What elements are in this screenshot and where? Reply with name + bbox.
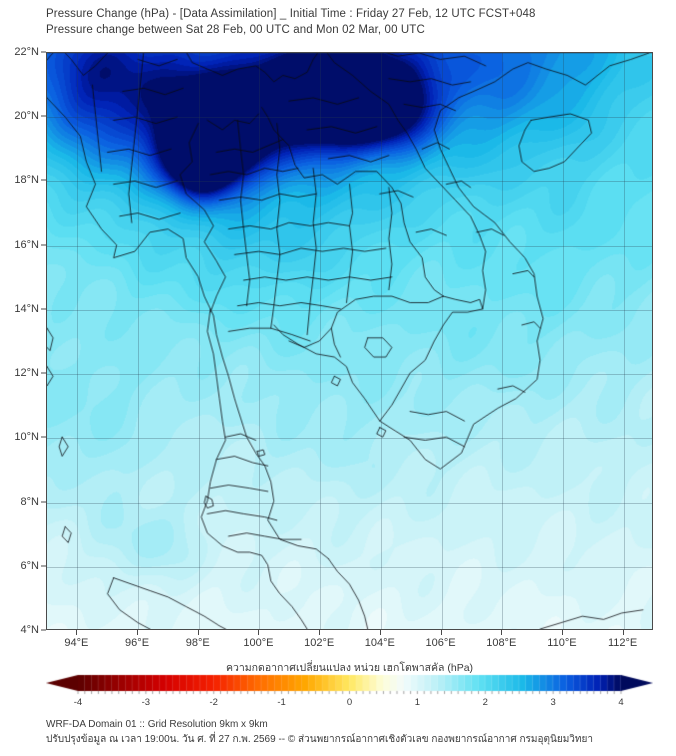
pressure-change-heatmap [47, 53, 652, 629]
longitude-tick-label: 96°E [125, 637, 150, 649]
latitude-tick-mark [41, 244, 46, 246]
latitude-tick-mark [41, 565, 46, 567]
longitude-tick-mark [258, 630, 260, 635]
latitude-tick-label: 18°N [14, 174, 39, 187]
footer-block: WRF-DA Domain 01 :: Grid Resolution 9km … [46, 717, 666, 747]
longitude-tick-label: 110°E [547, 637, 577, 649]
latitude-tick-mark [41, 436, 46, 438]
latitude-tick-mark [41, 308, 46, 310]
longitude-tick-mark [501, 630, 503, 635]
page-subtitle: Pressure change between Sat 28 Feb, 00 U… [46, 24, 425, 36]
map-plot-area [46, 52, 653, 630]
latitude-tick-label: 22°N [14, 46, 39, 58]
page-title: Pressure Change (hPa) - [Data Assimilati… [46, 8, 536, 20]
latitude-tick-label: 14°N [14, 302, 39, 315]
latitude-tick-label: 12°N [14, 367, 39, 380]
colorbar-tick-label: 1 [414, 697, 421, 708]
colorbar-tick-label: -1 [277, 697, 286, 708]
longitude-tick-label: 108°E [486, 637, 517, 649]
longitude-tick-mark [197, 630, 199, 635]
latitude-tick-mark [41, 372, 46, 374]
colorbar-tick-label: -4 [73, 697, 83, 708]
colorbar-tick-label: 2 [482, 697, 488, 708]
longitude-tick-mark [76, 630, 78, 635]
longitude-tick-label: 100°E [243, 637, 274, 649]
colorbar-title: ความกดอากาศเปลี่ยนแปลง หน่วย เฮกโตพาสคัล… [225, 662, 474, 674]
longitude-tick-mark [319, 630, 321, 635]
latitude-tick-mark [41, 115, 46, 117]
colorbar-tick-label: 0 [346, 697, 353, 708]
longitude-tick-label: 102°E [304, 637, 335, 649]
colorbar-tick-label: 4 [618, 697, 624, 708]
longitude-axis: 94°E 96°E 98°E 100°E 102°E 104°E 106°E 108°E 110… [46, 630, 653, 654]
latitude-tick-mark [41, 501, 46, 503]
latitude-tick-mark [41, 179, 46, 181]
colorbar [46, 673, 653, 695]
longitude-tick-mark [379, 630, 381, 635]
colorbar-tick-label: -2 [209, 697, 218, 708]
latitude-axis: 4°N 6°N 8°N 10°N 12°N 14°N 16°N 18°N 20°N 22°N [0, 46, 46, 636]
colorbar-tick-label: -3 [141, 697, 151, 708]
longitude-tick-label: 112°E [608, 637, 638, 649]
longitude-tick-mark [440, 630, 442, 635]
latitude-tick-label: 6°N [20, 559, 39, 572]
colorbar-gradient [46, 673, 653, 695]
longitude-tick-label: 94°E [64, 637, 89, 649]
footer-model-info: WRF-DA Domain 01 :: Grid Resolution 9km … [46, 719, 268, 730]
colorbar-tick-label: 3 [550, 697, 556, 708]
footer-credit: ปรับปรุงข้อมูล ณ เวลา 19:00น. วัน ศ. ที่… [46, 734, 593, 745]
latitude-tick-mark [41, 51, 46, 53]
latitude-tick-label: 10°N [14, 431, 39, 444]
latitude-tick-label: 4°N [20, 624, 39, 636]
longitude-tick-mark [137, 630, 139, 635]
colorbar-ticks: -4 -3 -2 -1 0 1 2 3 4 [46, 694, 653, 710]
longitude-tick-label: 106°E [425, 637, 456, 649]
latitude-tick-label: 8°N [20, 495, 39, 508]
chart-title-block: Pressure Change (hPa) - [Data Assimilati… [46, 6, 666, 38]
latitude-tick-label: 16°N [14, 238, 39, 251]
longitude-tick-mark [622, 630, 624, 635]
longitude-tick-mark [561, 630, 563, 635]
latitude-tick-label: 20°N [14, 110, 39, 123]
latitude-tick-mark [41, 629, 46, 631]
longitude-tick-label: 104°E [364, 637, 395, 649]
longitude-tick-label: 98°E [185, 637, 210, 649]
